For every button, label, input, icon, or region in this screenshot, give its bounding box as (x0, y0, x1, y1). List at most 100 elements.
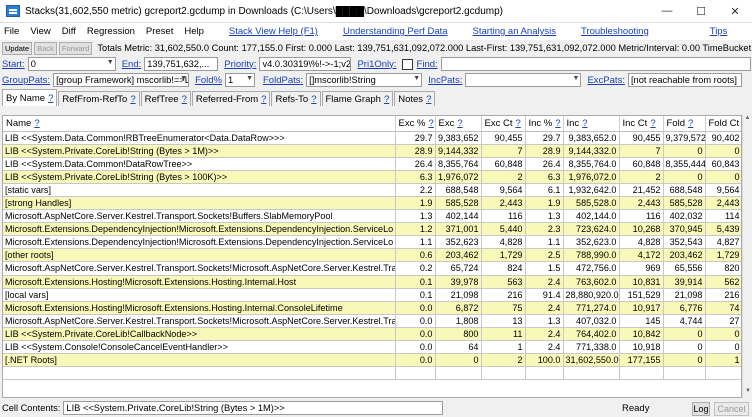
cell-name[interactable] (3, 366, 396, 381)
cell-name[interactable]: LIB <<System.Data.Common!DataRowTree>> (3, 157, 396, 171)
cell-inc-ct[interactable]: 177,155 (619, 353, 664, 368)
update-button[interactable]: Update (2, 41, 33, 55)
help-icon[interactable]: ? (428, 117, 434, 129)
cell-fold[interactable]: 585,528 (663, 196, 706, 211)
menu-regression[interactable]: Regression (86, 26, 135, 37)
end-input[interactable]: 139,751,632,... (144, 57, 219, 71)
help-icon[interactable]: ? (457, 117, 463, 129)
cell-inc[interactable]: 1,976,072.0 (563, 170, 620, 184)
cell-name[interactable]: LIB <<System.Console!ConsoleCancelEventH… (3, 340, 396, 355)
cell-inc-percent[interactable]: 1.3 (525, 209, 564, 224)
cell-exc-ct[interactable] (481, 366, 526, 381)
link-troubleshooting[interactable]: Troubleshooting (580, 26, 649, 37)
cell-fold-ct[interactable]: 0 (705, 327, 741, 342)
cell-exc-percent[interactable]: 0.0 (395, 353, 436, 368)
foldpats-label[interactable]: FoldPats: (263, 74, 304, 86)
table-row[interactable]: Microsoft.Extensions.DependencyInjection… (3, 235, 741, 250)
cell-fold-ct[interactable]: 820 (705, 261, 741, 276)
cell-fold[interactable]: 4,744 (663, 314, 706, 328)
pri1only-label[interactable]: Pri1Only: (357, 58, 397, 70)
cell-exc[interactable]: 6,872 (435, 301, 482, 315)
col-header-inc-ct[interactable]: Inc Ct? (619, 116, 664, 132)
cell-inc-ct[interactable]: 10,842 (619, 327, 664, 342)
cell-name[interactable]: Microsoft.Extensions.DependencyInjection… (3, 222, 396, 237)
cell-inc-percent[interactable]: 1.3 (525, 314, 564, 328)
cell-exc[interactable]: 688,548 (435, 183, 482, 197)
cell-inc-ct[interactable]: 10,268 (619, 222, 664, 237)
cell-fold-ct[interactable]: 1 (705, 353, 741, 368)
cell-inc-ct[interactable]: 10,918 (619, 340, 664, 355)
foldpats-input[interactable]: []mscorlib!String ▼ (306, 73, 423, 87)
help-icon[interactable]: ? (555, 117, 561, 129)
cell-inc-ct[interactable]: 2 (619, 170, 664, 184)
cell-exc-ct[interactable]: 2 (481, 353, 526, 368)
cell-inc-percent[interactable]: 1.1 (525, 235, 564, 250)
cell-inc-ct[interactable]: 4,828 (619, 235, 664, 250)
cell-inc[interactable]: 763,602.0 (563, 275, 620, 289)
cell-exc[interactable]: 9,383,652 (435, 131, 482, 145)
table-row[interactable]: [.NET Roots] 0.0 0 2 100.0 31,602,550.0 177,15… (3, 353, 741, 368)
cell-inc-percent[interactable]: 29.7 (525, 131, 564, 145)
table-row[interactable]: LIB <<System.Private.CoreLib!String (Byt… (3, 170, 741, 184)
log-button[interactable]: Log (692, 402, 710, 416)
cell-fold[interactable]: 65,556 (663, 261, 706, 276)
cell-exc-ct[interactable]: 60,848 (481, 157, 526, 171)
cell-inc-ct[interactable] (619, 366, 664, 381)
cell-inc[interactable]: 407,032.0 (563, 314, 620, 328)
col-header-fold[interactable]: Fold? (663, 116, 706, 132)
cell-exc-ct[interactable]: 9,564 (481, 183, 526, 197)
cell-fold[interactable] (663, 366, 706, 381)
chevron-down-icon[interactable]: ▼ (180, 75, 188, 82)
chevron-down-icon[interactable]: ▼ (246, 75, 253, 82)
cell-fold-ct[interactable]: 0 (705, 170, 741, 184)
cell-exc-percent[interactable]: 0.6 (395, 248, 436, 263)
cell-inc[interactable]: 723,624.0 (563, 222, 620, 237)
cell-exc[interactable]: 1,808 (435, 314, 482, 328)
cell-exc-ct[interactable]: 13 (481, 314, 526, 328)
cell-exc[interactable]: 21,098 (435, 288, 482, 302)
help-icon[interactable]: ? (34, 117, 40, 129)
cell-exc-percent[interactable]: 0.2 (395, 261, 436, 276)
cell-inc-percent[interactable]: 2.5 (525, 248, 564, 263)
cell-fold[interactable]: 0 (663, 170, 706, 184)
table-row[interactable]: Microsoft.Extensions.Hosting!Microsoft.E… (3, 275, 741, 289)
cell-exc-ct[interactable]: 824 (481, 261, 526, 276)
cell-inc-percent[interactable]: 26.4 (525, 157, 564, 171)
cell-fold[interactable]: 9,379,572 (663, 131, 706, 145)
help-icon[interactable]: ? (582, 117, 588, 129)
cell-exc-ct[interactable]: 5,440 (481, 222, 526, 237)
pri1only-checkbox[interactable] (401, 58, 413, 70)
cell-inc-ct[interactable]: 145 (619, 314, 664, 328)
cell-fold[interactable]: 402,032 (663, 209, 706, 224)
col-header-inc[interactable]: Inc? (563, 116, 620, 132)
cell-exc-percent[interactable]: 2.2 (395, 183, 436, 197)
col-header-inc-percent[interactable]: Inc %? (525, 116, 564, 132)
tab-refs-to[interactable]: Refs-To? (271, 91, 321, 106)
cell-exc[interactable]: 800 (435, 327, 482, 342)
table-row[interactable]: [strong Handles] 1.9 585,528 2,443 1.9 585,52… (3, 196, 741, 211)
cell-inc[interactable]: 585,528.0 (563, 196, 620, 211)
vertical-scrollbar[interactable]: ▲ ▼ (742, 115, 752, 398)
help-icon[interactable]: ? (48, 92, 54, 104)
cell-exc[interactable]: 371,001 (435, 222, 482, 237)
scroll-up-icon[interactable]: ▲ (744, 115, 751, 121)
tab-reftree[interactable]: RefTree? (140, 91, 191, 106)
cell-fold[interactable]: 203,462 (663, 248, 706, 263)
table-row[interactable]: Microsoft.Extensions.Hosting!Microsoft.E… (3, 301, 741, 315)
cell-inc-percent[interactable]: 2.4 (525, 327, 564, 342)
help-icon[interactable]: ? (426, 93, 432, 105)
cell-exc[interactable]: 402,144 (435, 209, 482, 224)
cell-fold-ct[interactable]: 90,402 (705, 131, 741, 145)
excpats-label[interactable]: ExcPats: (587, 74, 625, 86)
table-row[interactable]: LIB <<System.Private.CoreLib!String (Byt… (3, 144, 741, 158)
cell-fold[interactable]: 0 (663, 144, 706, 158)
cell-exc[interactable]: 64 (435, 340, 482, 355)
cell-exc-percent[interactable]: 0.1 (395, 275, 436, 289)
table-row[interactable]: Microsoft.Extensions.DependencyInjection… (3, 222, 741, 237)
cell-name[interactable]: LIB <<System.Private.CoreLib!String (Byt… (3, 170, 396, 184)
cell-inc[interactable]: 31,602,550.0 (563, 353, 620, 368)
tab-notes[interactable]: Notes? (394, 91, 436, 106)
cell-fold-ct[interactable]: 562 (705, 275, 741, 289)
grouppats-input[interactable]: [group Framework] mscorlib!=>LI... ▼ (53, 73, 190, 87)
cell-exc-percent[interactable]: 1.1 (395, 235, 436, 250)
